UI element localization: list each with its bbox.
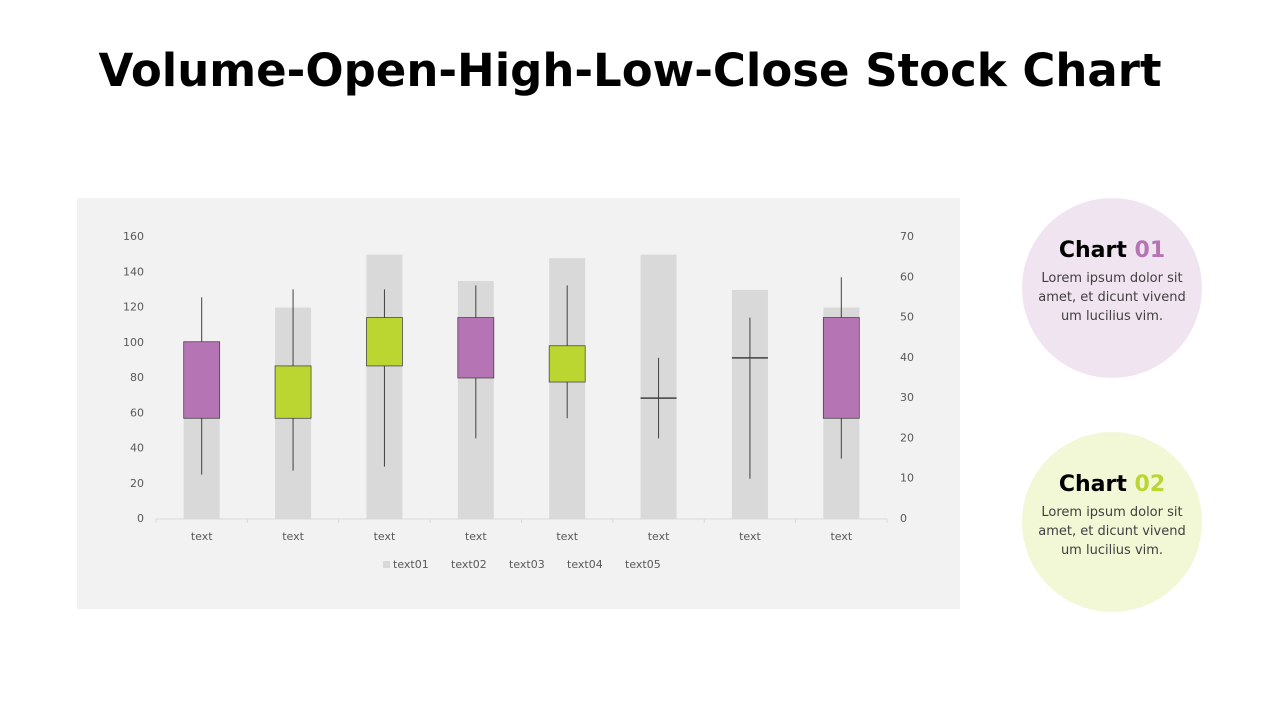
bubble-title-text: Chart xyxy=(1058,472,1127,497)
y-tick-label: 60 xyxy=(130,406,144,419)
y2-tick-label: 60 xyxy=(900,270,914,283)
x-tick-label: text xyxy=(191,530,213,543)
legend-label: text04 xyxy=(567,558,603,571)
y-tick-label: 140 xyxy=(123,265,144,278)
candle-body xyxy=(183,341,221,419)
legend-swatch xyxy=(383,561,390,568)
y-tick-label: 0 xyxy=(137,512,144,525)
info-bubble: Chart 01 Lorem ipsum dolor sit amet, et … xyxy=(1022,198,1202,378)
legend-label: text02 xyxy=(451,558,487,571)
info-bubble: Chart 02 Lorem ipsum dolor sit amet, et … xyxy=(1022,432,1202,612)
legend-label: text05 xyxy=(625,558,661,571)
bubble-text: Lorem ipsum dolor sit amet, et dicunt vi… xyxy=(1038,271,1186,324)
bubble-text: Lorem ipsum dolor sit amet, et dicunt vi… xyxy=(1038,505,1186,558)
candle-body xyxy=(548,345,586,383)
bubble-title: Chart 01 xyxy=(1022,238,1202,263)
chart-background xyxy=(77,198,960,609)
legend-label: text01 xyxy=(393,558,429,571)
y-tick-label: 80 xyxy=(130,371,144,384)
x-tick-label: text xyxy=(374,530,396,543)
y2-tick-label: 40 xyxy=(900,351,914,364)
y-tick-label: 120 xyxy=(123,301,144,314)
x-tick-label: text xyxy=(465,530,487,543)
x-tick-label: text xyxy=(830,530,852,543)
y2-tick-label: 30 xyxy=(900,391,914,404)
candle-body xyxy=(366,317,403,367)
y2-tick-label: 10 xyxy=(900,472,914,485)
x-tick-label: text xyxy=(648,530,670,543)
y-tick-label: 40 xyxy=(130,442,144,455)
y2-tick-label: 20 xyxy=(900,431,914,444)
y-tick-label: 20 xyxy=(130,477,144,490)
bubble-number: 02 xyxy=(1134,472,1166,497)
y2-tick-label: 70 xyxy=(900,230,914,243)
y2-tick-label: 50 xyxy=(900,311,914,324)
candle-body xyxy=(822,317,860,419)
y-tick-label: 160 xyxy=(123,230,144,243)
bubble-title-text: Chart xyxy=(1058,238,1127,263)
y-tick-label: 100 xyxy=(123,336,144,349)
candle-body xyxy=(274,365,312,419)
bubble-number: 01 xyxy=(1134,238,1166,263)
x-tick-label: text xyxy=(556,530,578,543)
bubble-title: Chart 02 xyxy=(1022,472,1202,497)
legend-label: text03 xyxy=(509,558,545,571)
chart-title: Volume-Open-High-Low-Close Stock Chart xyxy=(98,44,1162,97)
y2-tick-label: 0 xyxy=(900,512,907,525)
candle-body xyxy=(457,317,495,379)
x-tick-label: text xyxy=(282,530,304,543)
x-tick-label: text xyxy=(739,530,761,543)
